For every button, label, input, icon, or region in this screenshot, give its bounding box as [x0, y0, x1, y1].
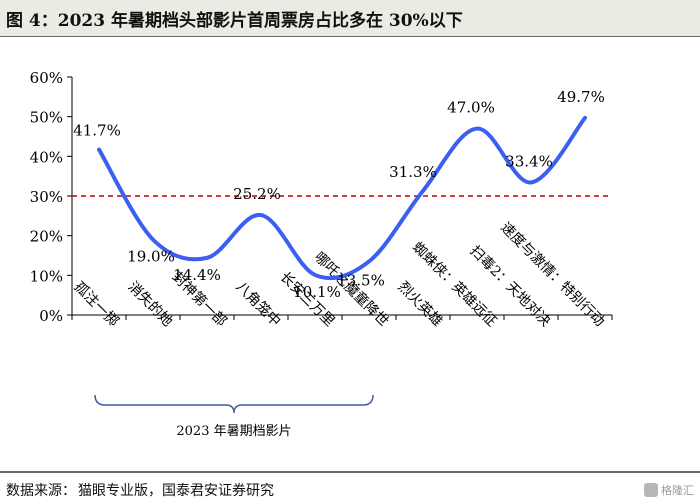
bracket-shape — [94, 394, 374, 414]
footer-rule — [0, 471, 700, 473]
watermark: 格隆汇 — [644, 482, 694, 498]
watermark-text: 格隆汇 — [661, 484, 694, 497]
data-label: 33.4% — [505, 153, 553, 171]
title-rule — [0, 36, 700, 37]
x-tick-label: 消失的她 — [125, 279, 176, 330]
data-label: 47.0% — [447, 99, 495, 117]
y-tick-label: 30% — [30, 188, 63, 206]
source-label: 数据来源： — [6, 483, 76, 499]
data-label: 13.5% — [337, 271, 385, 289]
x-tick-label: 烈火英雄 — [395, 278, 447, 330]
series-line — [97, 115, 587, 281]
x-tick-label: 八角笼中 — [233, 278, 285, 330]
watermark-logo-icon — [644, 483, 658, 497]
data-labels: 41.7% 19.0%14.4% 25.2% 10.1%13.5% 31.3% 47.0%… — [73, 88, 605, 301]
y-axis: 0% 10% 20% 30% 40% 50% 60% — [30, 69, 73, 325]
data-label: 49.7% — [557, 88, 605, 106]
y-tick-label: 40% — [30, 148, 63, 166]
y-tick-label: 60% — [30, 69, 63, 87]
y-tick-label: 10% — [30, 267, 63, 285]
data-label: 41.7% — [73, 122, 121, 140]
source-note: 数据来源： 猫眼专业版，国泰君安证券研究 — [6, 480, 274, 500]
x-tick-label: 速度与激情：特别行动 — [497, 219, 608, 330]
data-label: 14.4% — [173, 266, 221, 284]
data-label: 25.2% — [233, 185, 281, 203]
y-tick-label: 0% — [39, 307, 63, 325]
bracket-label: 2023 年暑期档影片 — [176, 424, 291, 439]
figure-title: 图 4：2023 年暑期档头部影片首周票房占比多在 30%以下 — [6, 10, 463, 31]
y-tick-label: 50% — [30, 109, 63, 127]
data-label: 10.1% — [293, 283, 341, 301]
x-tick-label: 孤注一掷 — [71, 279, 122, 330]
data-label: 19.0% — [127, 248, 175, 266]
series-group — [97, 115, 587, 281]
source-text: 猫眼专业版，国泰君安证券研究 — [78, 483, 274, 499]
y-tick-label: 20% — [30, 228, 63, 246]
data-label: 31.3% — [389, 163, 437, 181]
title-bar: 图 4：2023 年暑期档头部影片首周票房占比多在 30%以下 — [0, 0, 700, 36]
category-bracket: 2023 年暑期档影片 — [94, 394, 374, 439]
